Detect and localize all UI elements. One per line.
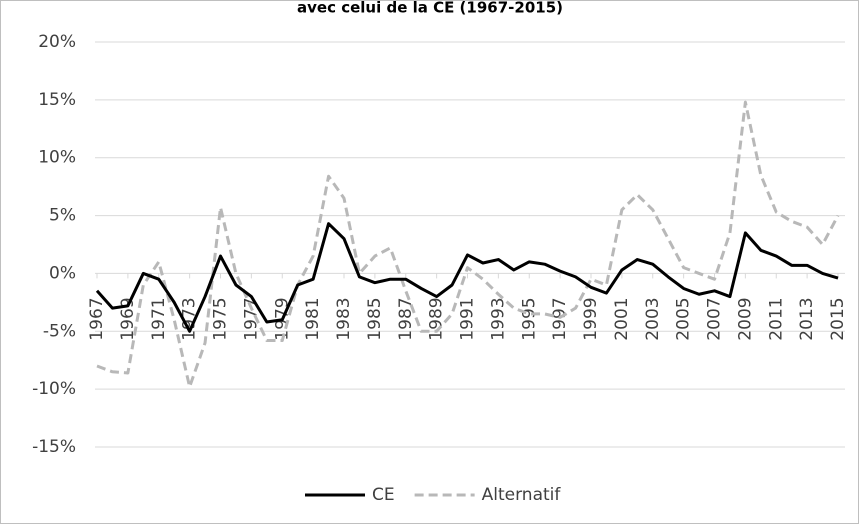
x-tick-label: 2015: [828, 297, 848, 340]
x-tick-label: 1989: [427, 297, 447, 340]
x-tick-label: 1993: [488, 297, 508, 340]
x-tick-label: 1995: [519, 297, 539, 340]
x-tick-label: 2003: [643, 297, 663, 340]
y-tick-label: 15%: [38, 90, 76, 110]
legend-label: Alternatif: [482, 485, 562, 505]
y-tick-label: -10%: [32, 379, 76, 399]
series-line: [95, 222, 839, 333]
x-tick-label: 1987: [396, 297, 416, 340]
x-tick-label: 2005: [674, 297, 694, 340]
x-tick-label: 1981: [303, 297, 323, 340]
y-tick-label: 20%: [38, 32, 76, 52]
x-tick-label: 1975: [211, 297, 231, 340]
y-tick-label: -15%: [32, 437, 76, 457]
x-tick-label: 1983: [334, 297, 354, 340]
x-tick-label: 1971: [149, 297, 169, 340]
x-tick-label: 1977: [241, 297, 261, 340]
x-tick-label: 2011: [766, 297, 786, 340]
series-line: [96, 100, 840, 389]
x-tick-label: 2001: [612, 297, 632, 340]
x-tick-label: 1991: [458, 297, 478, 340]
x-tick-label: 1999: [581, 297, 601, 340]
x-tick-label: 2007: [705, 297, 725, 340]
x-tick-label: 1985: [365, 297, 385, 340]
x-tick-label: 1967: [87, 297, 107, 340]
x-tick-label: 1973: [180, 297, 200, 340]
x-tick-label: 2013: [797, 297, 817, 340]
y-tick-label: 5%: [49, 206, 76, 226]
chart-title: avec celui de la CE (1967-2015): [297, 0, 563, 17]
legend-label: CE: [372, 485, 395, 505]
x-tick-label: 2009: [735, 297, 755, 340]
x-tick-label: 1969: [118, 297, 138, 340]
y-tick-label: 10%: [38, 148, 76, 168]
y-tick-label: -5%: [43, 321, 76, 341]
x-tick-label: 1997: [550, 297, 570, 340]
y-tick-label: 0%: [49, 263, 76, 283]
